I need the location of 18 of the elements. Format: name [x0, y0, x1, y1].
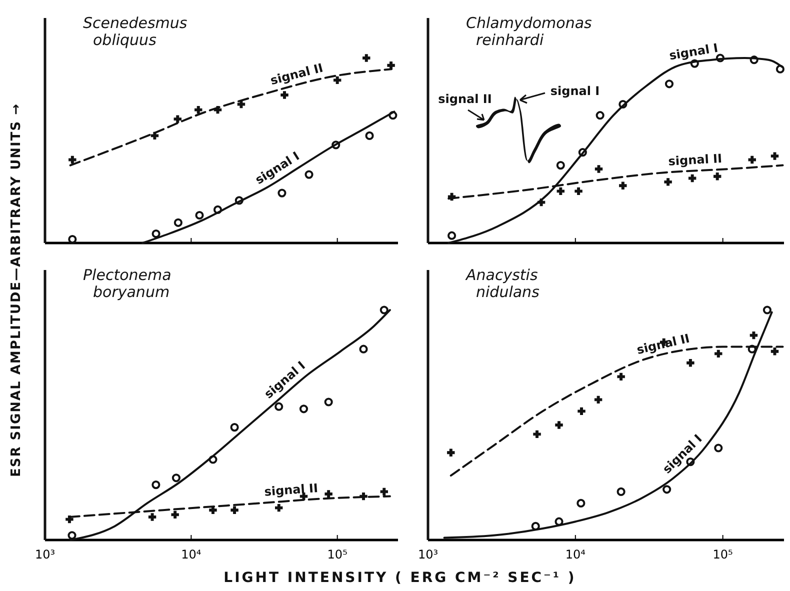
x-tick-label: 10⁴ — [565, 548, 586, 562]
series-label: signal II — [668, 151, 722, 168]
x-tick-label: 10³ — [34, 548, 56, 562]
chart-title: Anacystis nidulans — [465, 266, 540, 301]
x-tick-label: 10³ — [418, 548, 438, 562]
chart-title: Chlamydomonas reinhardi — [466, 14, 592, 49]
annotation: signal I — [550, 84, 600, 98]
x-axis-title: LIGHT INTENSITY ( ERG CM⁻² SEC⁻¹ ) — [224, 570, 576, 586]
annotation: signal II — [438, 92, 492, 106]
text: signal I — [668, 40, 720, 63]
chart-title: Scenedesmus obliquus — [83, 14, 188, 49]
x-tick-label: 10⁵ — [327, 548, 348, 562]
x-tick-label: 10⁵ — [712, 548, 734, 562]
x-tick-label: 10⁴ — [181, 548, 202, 562]
y-axis-title: ESR SIGNAL AMPLITUDE—ARBITRARY UNITS → — [9, 102, 24, 478]
series-label: signal II — [264, 481, 318, 499]
chart-title: Plectonema boryanum — [83, 266, 172, 301]
text: signal II — [268, 60, 324, 88]
